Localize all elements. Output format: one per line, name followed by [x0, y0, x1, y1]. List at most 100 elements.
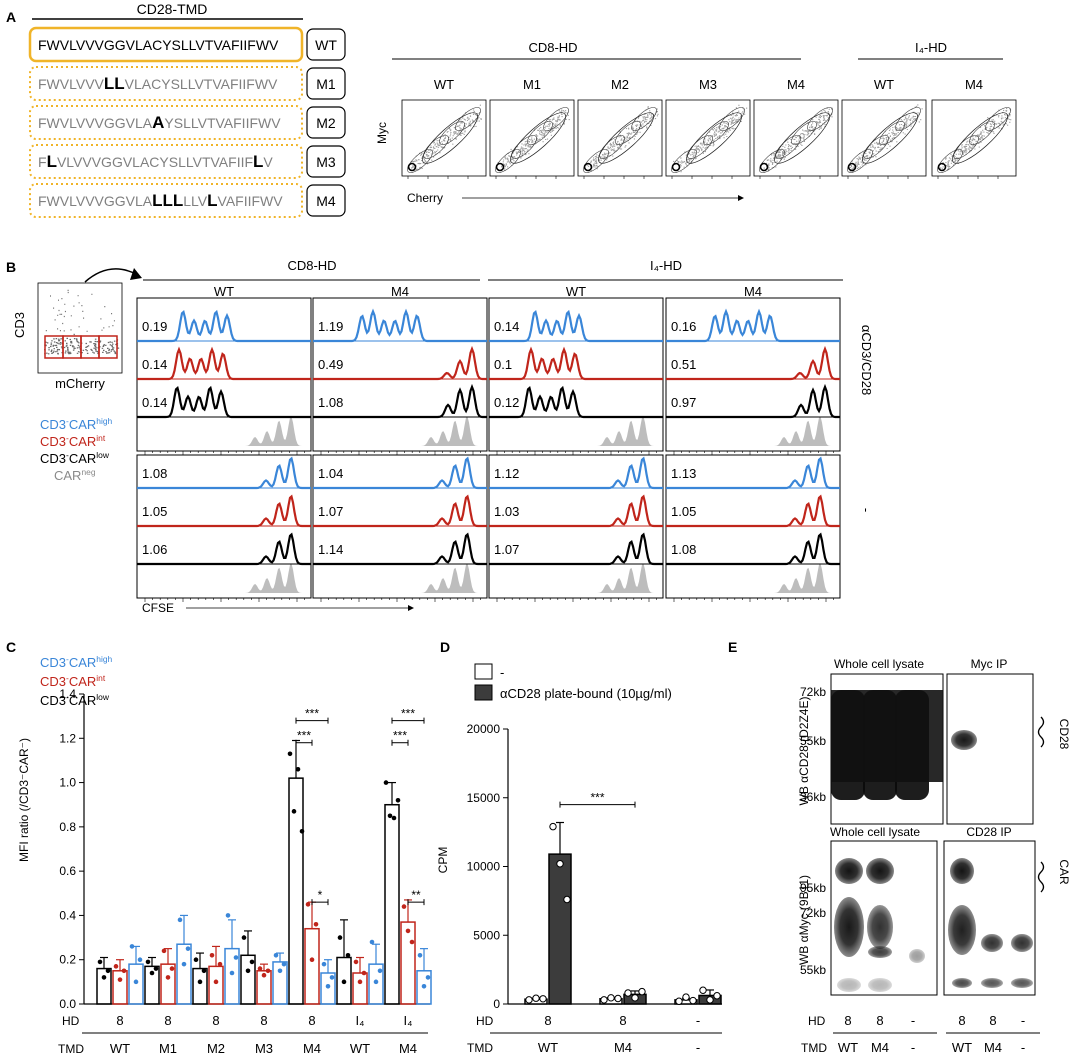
tmd-value: WT: [110, 1041, 130, 1056]
data-point: [181, 961, 187, 967]
flow-contour-outer: [686, 112, 742, 164]
sig-label: ***: [401, 707, 415, 721]
flow-negative-pop: [759, 162, 769, 172]
blot-hd-value: 8: [989, 1013, 996, 1028]
panel-label-b: B: [6, 259, 16, 275]
flow-contour: [807, 107, 833, 131]
data-point: [421, 983, 427, 989]
data-point: [137, 957, 143, 963]
chart-d-tmd-label: TMD: [467, 1041, 493, 1055]
data-point: [395, 797, 401, 803]
flow-contour: [527, 121, 553, 145]
hist-curve: [313, 456, 487, 490]
data-point: [563, 895, 571, 904]
hist-value: 0.19: [142, 319, 167, 334]
data-point: [105, 968, 111, 974]
flow-negative-pop: [495, 162, 505, 172]
hist-curve: [137, 385, 311, 419]
legend-entry: CD3-CARlow: [40, 692, 110, 708]
hist-curve: [666, 456, 840, 490]
hist-value: 1.06: [142, 542, 167, 557]
hist-value: 1.13: [671, 466, 696, 481]
legend-entry: CD3-CARhigh: [40, 654, 113, 670]
blot-top-right-title: Myc IP: [971, 657, 1008, 671]
y-tick-label: 0.6: [59, 864, 76, 878]
blot-tmd-value: WT: [952, 1040, 972, 1055]
brace-cd28: [1037, 716, 1045, 748]
variant-tag: M2: [316, 115, 336, 131]
gate-boxes: [44, 335, 118, 359]
blot-hd-value: 8: [844, 1013, 851, 1028]
hd-value: 8: [212, 1013, 219, 1028]
hist-value: 1.04: [318, 466, 343, 481]
data-point: [113, 964, 119, 969]
flow-contour: [985, 107, 1011, 131]
data-point: [117, 977, 123, 982]
flow-contour: [719, 107, 745, 131]
gate-ylabel: CD3: [12, 312, 27, 338]
data-point: [145, 959, 151, 965]
data-point: [549, 822, 557, 831]
tmd-value: M4: [614, 1040, 632, 1055]
sequence-box: [29, 105, 303, 140]
histogram-grid: WT M4 WT M4 0.14 0.14 0.19 1.08 0.49 1.19 0.12 0.1 0…: [136, 284, 841, 602]
hist-curve: [666, 494, 840, 528]
data-point: [401, 904, 407, 909]
tmd-value: WT: [538, 1040, 558, 1055]
hist-column-label: M4: [391, 284, 409, 299]
hist-column-label: M4: [744, 284, 762, 299]
chart-c-legend: CD3-CARhigh CD3-CARint CD3-CARlow: [40, 654, 113, 708]
hist-curve: [666, 383, 840, 419]
tmd-value: M4: [399, 1041, 417, 1056]
flow-contour: [631, 107, 657, 131]
hist-value: 1.12: [494, 466, 519, 481]
data-point: [169, 966, 175, 971]
blot-label-cd28: CD28: [1057, 719, 1071, 750]
sequence-text: FWVLVVVGGVLAAYSLLVTVAFIIFWV: [38, 113, 281, 132]
sig-label: ***: [590, 791, 604, 805]
hist-curve: [313, 494, 487, 528]
gate-dots: [44, 289, 120, 355]
hist-x-arrowhead: [408, 605, 414, 611]
hd-value: I₄: [356, 1013, 365, 1028]
flow-contour: [439, 121, 465, 145]
hist-column-label: WT: [214, 284, 234, 299]
hist-value: 1.07: [318, 504, 343, 519]
hist-car-neg: [666, 563, 840, 593]
flow-x-arrowhead: [738, 195, 744, 201]
data-point: [225, 913, 231, 918]
flow-contour: [543, 107, 569, 131]
hist-curve: [313, 383, 487, 419]
flow-contour: [895, 107, 921, 131]
blot-band: [867, 905, 893, 949]
data-point: [309, 957, 315, 963]
panel-a: A CD28-TMD FWVLVVVGGVLACYSLLVTVAFIIFWV WT…: [6, 1, 1017, 218]
sequence-list: FWVLVVVGGVLACYSLLVTVAFIIFWV WT FWVLVVVLLVL…: [28, 26, 346, 218]
data-point: [713, 992, 721, 1000]
chart-d-hd-label: HD: [476, 1014, 494, 1028]
hist-value: 1.19: [318, 319, 343, 334]
sequence-box: [29, 183, 303, 218]
data-point: [341, 979, 347, 985]
bar: [352, 972, 368, 1005]
hist-curve: [489, 494, 663, 528]
hist-curve: [489, 346, 663, 381]
blot-hd-label: HD: [808, 1014, 826, 1028]
hist-value: 1.08: [142, 466, 167, 481]
flow-negative-pop: [671, 162, 681, 172]
flow-xlabel: Cherry: [407, 191, 443, 205]
gate-dot-cloud: [44, 289, 120, 355]
data-point: [161, 948, 167, 954]
flow-contour: [879, 121, 905, 145]
hist-curve: [489, 309, 663, 343]
gate-xlabel: mCherry: [55, 376, 105, 391]
blot-top-ylabel: WB αCD28 (D2Z4E): [797, 697, 811, 806]
hist-value: 0.51: [671, 357, 696, 372]
data-point: [165, 975, 171, 980]
hist-curve: [666, 308, 840, 343]
flow-dot-cloud: [585, 106, 659, 172]
flow-contour-outer: [598, 112, 654, 164]
panel-label-a: A: [6, 9, 16, 25]
flow-column-label: WT: [874, 77, 894, 92]
legend-swatch-unstim: [474, 663, 493, 680]
